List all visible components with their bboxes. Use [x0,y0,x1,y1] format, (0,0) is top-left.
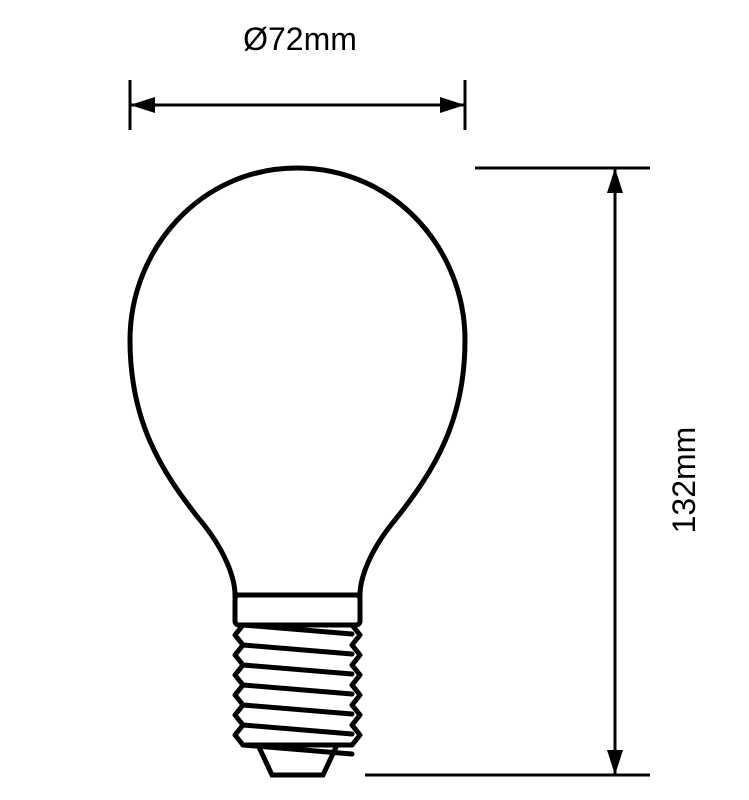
bulb-collar [235,595,360,625]
width-label: Ø72mm [243,21,357,57]
screw-thread [243,725,352,734]
screw-thread [243,645,352,654]
width-arrow-right [440,97,465,113]
bulb-glass [130,168,465,595]
screw-thread [243,685,352,694]
screw-thread [243,665,352,674]
height-arrow-top [607,168,623,193]
height-dimension: 132mm [365,168,702,775]
bulb-dimension-diagram: Ø72mm 132mm [0,0,749,800]
height-arrow-bottom [607,750,623,775]
width-arrow-left [130,97,155,113]
screw-base [235,625,360,754]
width-dimension: Ø72mm [130,21,465,130]
screw-thread [243,705,352,714]
screw-side-right [352,625,360,745]
height-label: 132mm [666,427,702,534]
